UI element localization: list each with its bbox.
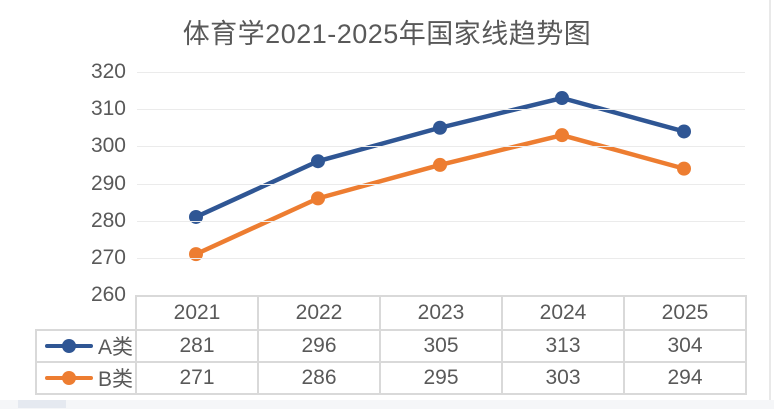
data-point-A类-2022 bbox=[311, 154, 325, 169]
gridline bbox=[137, 220, 745, 222]
legend-entry: B类 bbox=[38, 364, 134, 392]
bottom-left-smudge bbox=[18, 400, 66, 408]
legend-cell-B类: B类 bbox=[35, 361, 137, 395]
page-right-border bbox=[769, 0, 771, 409]
value-cell-B类-2025: 294 bbox=[623, 361, 747, 395]
value-cell-B类-2023: 295 bbox=[379, 361, 503, 395]
legend-cell-A类: A类 bbox=[35, 329, 137, 363]
value-cell-A类-2021: 281 bbox=[135, 329, 259, 363]
series-name-label: A类 bbox=[98, 336, 134, 359]
y-axis-tick-label: 290 bbox=[90, 171, 126, 195]
data-table-body: 2021 2022 2023 2024 2025 A类 281 296 305 313 304 B类 2… bbox=[35, 295, 747, 395]
legend-key-dot bbox=[62, 339, 76, 353]
series-name-label: B类 bbox=[98, 368, 134, 391]
table-header-row: 2021 2022 2023 2024 2025 bbox=[36, 295, 747, 331]
y-axis-tick-label: 320 bbox=[90, 60, 126, 83]
year-header-cell: 2025 bbox=[623, 295, 747, 331]
data-point-B类-2024 bbox=[555, 128, 569, 143]
data-point-A类-2023 bbox=[433, 120, 447, 135]
value-cell-B类-2024: 303 bbox=[501, 361, 625, 395]
y-axis-tick-label: 280 bbox=[90, 208, 126, 232]
gridline bbox=[137, 257, 745, 259]
legend-key-icon bbox=[45, 371, 93, 385]
value-cell-B类-2022: 286 bbox=[257, 361, 381, 395]
year-header-cell: 2021 bbox=[135, 295, 259, 331]
value-cell-A类-2022: 296 bbox=[257, 329, 381, 363]
bottom-strip bbox=[0, 400, 774, 409]
table-row-A类: A类 281 296 305 313 304 bbox=[35, 329, 747, 363]
value-cell-A类-2023: 305 bbox=[379, 329, 503, 363]
y-axis-tick-label: 300 bbox=[90, 134, 126, 158]
data-point-A类-2025 bbox=[677, 124, 691, 139]
series-line-B类 bbox=[193, 132, 687, 257]
chart-title: 体育学2021-2025年国家线趋势图 bbox=[182, 19, 592, 49]
data-point-B类-2023 bbox=[433, 157, 447, 172]
year-header-cell: 2024 bbox=[501, 295, 625, 331]
legend-entry: A类 bbox=[38, 332, 134, 360]
value-cell-B类-2021: 271 bbox=[135, 361, 259, 395]
value-cell-A类-2025: 304 bbox=[623, 329, 747, 363]
gridline bbox=[137, 109, 745, 111]
gridline bbox=[137, 183, 745, 185]
data-point-B类-2022 bbox=[311, 191, 325, 206]
gridline bbox=[137, 146, 745, 148]
data-point-A类-2024 bbox=[555, 91, 569, 106]
y-axis-tick-label: 260 bbox=[90, 283, 126, 306]
legend-key-icon bbox=[45, 339, 93, 353]
y-axis-tick-label: 310 bbox=[90, 97, 126, 121]
value-cell-A类-2024: 313 bbox=[501, 329, 625, 363]
table-row-B类: B类 271 286 295 303 294 bbox=[35, 361, 747, 395]
legend-key-dot bbox=[62, 371, 76, 385]
series-line-A类 bbox=[193, 95, 687, 220]
y-axis-tick-label: 270 bbox=[90, 245, 126, 269]
data-point-B类-2021 bbox=[189, 247, 203, 262]
data-point-B类-2025 bbox=[677, 161, 691, 176]
year-header-cell: 2023 bbox=[379, 295, 503, 331]
year-header-cell: 2022 bbox=[257, 295, 381, 331]
plot-area bbox=[135, 72, 745, 296]
data-point-A类-2021 bbox=[189, 209, 203, 224]
gridline bbox=[137, 72, 745, 73]
data-table: 2021 2022 2023 2024 2025 A类 281 296 305 313 304 B类 2… bbox=[35, 295, 747, 395]
